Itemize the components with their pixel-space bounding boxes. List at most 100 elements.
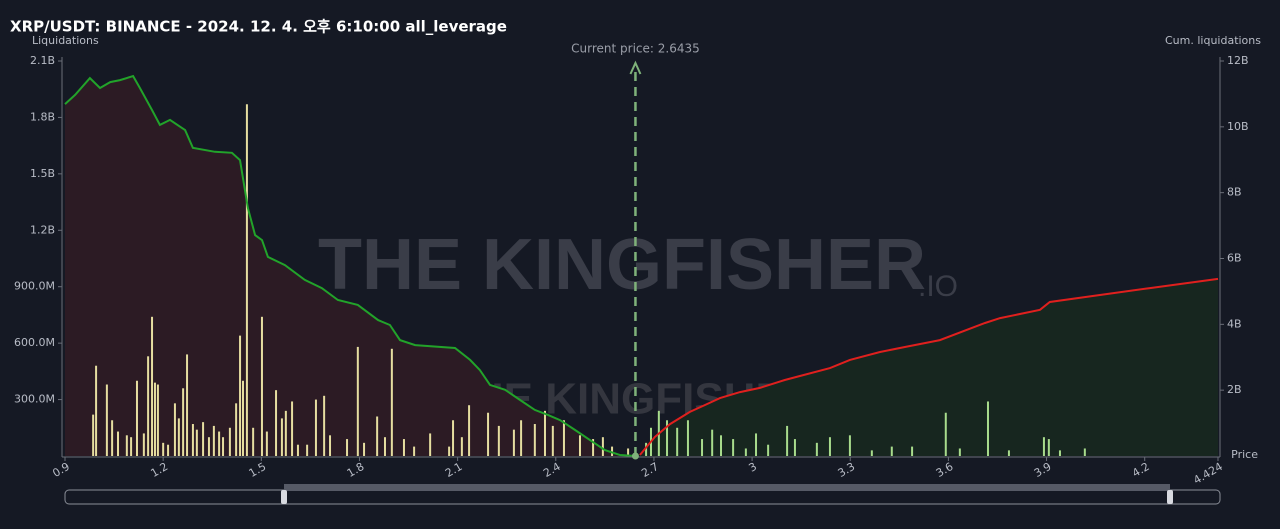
bar — [235, 403, 238, 456]
bar — [241, 380, 244, 456]
bar — [346, 439, 349, 456]
bar — [578, 435, 581, 456]
bar — [284, 410, 287, 456]
bar — [329, 435, 332, 456]
slider-handle[interactable] — [281, 490, 287, 504]
bar — [468, 405, 471, 456]
bar — [686, 420, 689, 456]
y-tick-label: 900.0M — [14, 280, 55, 293]
bar — [245, 104, 248, 456]
bar — [153, 382, 156, 456]
y2-tick-label: 8B — [1227, 186, 1242, 199]
bar — [429, 433, 432, 456]
bar — [95, 365, 98, 456]
slider-handle[interactable] — [1167, 490, 1173, 504]
bar — [402, 439, 405, 456]
bar — [711, 429, 714, 456]
bar — [666, 420, 669, 456]
bar — [460, 437, 463, 456]
bar — [291, 401, 294, 456]
bar — [363, 442, 366, 456]
x-axis-label: Price — [1231, 448, 1258, 461]
bar — [944, 412, 947, 456]
bar — [265, 431, 268, 456]
bar — [911, 446, 914, 456]
bar — [452, 420, 455, 456]
bar — [1047, 439, 1050, 456]
bar — [732, 439, 735, 456]
bar — [533, 424, 536, 456]
cumulative-line — [64, 74, 636, 457]
bar — [207, 437, 210, 456]
bar — [755, 433, 758, 456]
current-price-arrow — [629, 60, 642, 75]
bar — [592, 439, 595, 456]
bar — [793, 439, 796, 456]
y2-tick-label: 12B — [1227, 54, 1249, 67]
bar — [815, 442, 818, 456]
bar — [1058, 450, 1061, 456]
bar — [870, 450, 873, 456]
bar — [135, 380, 138, 456]
bar — [744, 448, 747, 456]
bar — [376, 416, 379, 456]
cumulative-line — [639, 277, 1219, 456]
bar — [173, 403, 176, 456]
bar — [413, 446, 416, 456]
area-fill — [65, 76, 636, 456]
bar — [151, 316, 154, 456]
bar — [786, 425, 789, 456]
y-axis-label: Liquidations — [32, 34, 99, 47]
bar — [306, 444, 309, 456]
bar — [260, 316, 263, 456]
bar — [323, 395, 326, 456]
bar — [701, 439, 704, 456]
bar — [105, 384, 108, 456]
bar — [627, 448, 630, 456]
bar — [212, 425, 215, 456]
y2-tick-label: 2B — [1227, 383, 1242, 396]
bar — [275, 390, 278, 456]
bar — [218, 431, 221, 456]
bar — [202, 422, 205, 456]
bar — [156, 384, 159, 456]
bar — [562, 420, 565, 456]
bar — [1083, 448, 1086, 456]
watermark: THE KINGFISHER — [318, 225, 926, 305]
bar — [92, 414, 95, 456]
bar — [1042, 437, 1045, 456]
bar — [252, 427, 255, 456]
bar — [314, 399, 317, 456]
range-slider[interactable] — [64, 484, 1221, 505]
bar — [497, 425, 500, 456]
bar — [383, 437, 386, 456]
bar — [228, 427, 231, 456]
bar — [191, 424, 194, 456]
bar — [676, 427, 679, 456]
bar — [986, 401, 989, 456]
y2-tick-label: 10B — [1227, 120, 1249, 133]
bar — [239, 335, 242, 456]
bar — [186, 354, 189, 456]
y2-tick-label: 4B — [1227, 317, 1242, 330]
bar — [147, 356, 150, 456]
bar — [390, 348, 393, 456]
slider-range[interactable] — [284, 484, 1170, 491]
bar — [167, 444, 170, 456]
bar — [551, 425, 554, 456]
bar — [720, 435, 723, 456]
bar — [828, 437, 831, 456]
bar — [890, 446, 893, 456]
y-tick-label: 600.0M — [14, 336, 55, 349]
bar — [182, 388, 185, 456]
bar — [117, 431, 120, 456]
bar — [543, 410, 546, 456]
y2-axis-label: Cum. liquidations — [1165, 34, 1261, 47]
current-price-dot — [631, 452, 639, 460]
bar — [645, 442, 648, 456]
y-tick-label: 300.0M — [14, 393, 55, 406]
y-tick-label: 2.1B — [30, 54, 55, 67]
bar — [130, 437, 133, 456]
bar — [958, 448, 961, 456]
